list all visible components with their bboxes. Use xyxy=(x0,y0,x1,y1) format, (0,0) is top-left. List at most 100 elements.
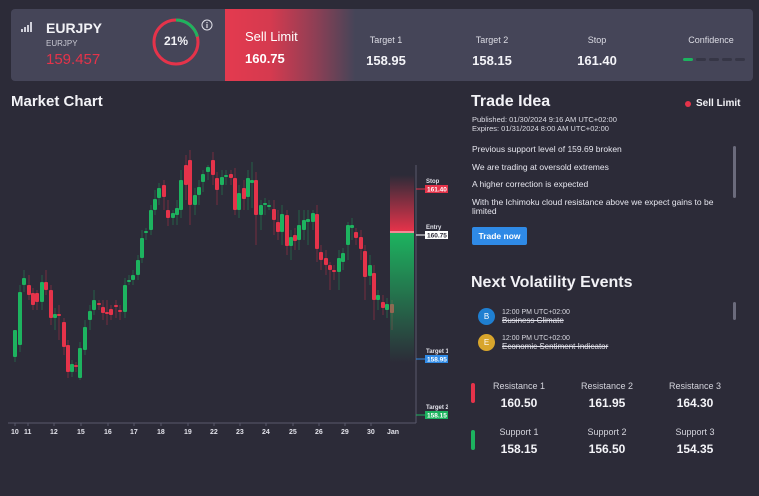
support-2: Support 2 156.50 xyxy=(562,427,652,456)
bearish-candle xyxy=(27,275,31,300)
trade-idea-scrollbar[interactable] xyxy=(733,146,736,198)
bearish-candle xyxy=(44,270,48,295)
metric-value: 161.40 xyxy=(577,53,617,68)
confidence-meter: Confidence xyxy=(671,9,751,81)
x-axis-label: 24 xyxy=(262,429,270,436)
badge-label: Sell Limit xyxy=(696,98,741,109)
bearish-candle xyxy=(293,228,297,250)
bullish-candle xyxy=(127,275,131,285)
bullish-candle xyxy=(179,170,183,218)
bearish-candle xyxy=(184,155,188,200)
x-axis-label: 15 xyxy=(77,429,85,436)
profit-zone xyxy=(390,233,414,363)
x-axis-label: 11 xyxy=(24,429,32,436)
bearish-candle xyxy=(315,205,319,262)
bullish-candle xyxy=(224,170,228,185)
symbol-name: EURJPY xyxy=(46,20,103,36)
bullish-candle xyxy=(149,205,153,235)
resistance-indicator xyxy=(471,383,475,403)
bullish-candle xyxy=(302,210,306,240)
svg-text:158.15: 158.15 xyxy=(427,413,447,420)
bearish-candle xyxy=(233,168,237,215)
symbol-subtitle: EURJPY xyxy=(46,39,78,48)
bullish-candle xyxy=(350,218,354,240)
volatility-event[interactable]: B 12:00 PM UTC+02:00 Business Climate xyxy=(478,308,570,325)
bullish-candle xyxy=(78,342,82,380)
current-price: 159.457 xyxy=(46,51,101,68)
events-scrollbar[interactable] xyxy=(733,302,736,320)
bearish-candle xyxy=(354,228,358,245)
order-type-badge: Sell Limit xyxy=(685,98,740,109)
bullish-candle xyxy=(193,188,197,215)
bullish-candle xyxy=(259,200,263,230)
resistance-1: Resistance 1 160.50 xyxy=(474,381,564,410)
level-value: 154.35 xyxy=(676,442,714,456)
bearish-candle xyxy=(372,265,376,320)
price-tag-entry: Entry 160.75 xyxy=(416,225,448,240)
expires-date: Expires: 01/31/2024 8:00 AM UTC+02:00 xyxy=(472,124,609,133)
x-axis-label: 23 xyxy=(236,429,244,436)
bullish-candle xyxy=(297,210,301,250)
sell-dot-icon xyxy=(685,100,691,107)
bullish-candle xyxy=(22,270,26,292)
bullish-candle xyxy=(250,162,254,208)
bearish-candle xyxy=(97,300,101,310)
x-axis-label: 29 xyxy=(341,429,349,436)
confidence-bar xyxy=(683,58,693,61)
bearish-candle xyxy=(109,305,113,320)
x-axis-label: 18 xyxy=(157,429,165,436)
price-tag-stop: Stop 161.40 xyxy=(416,179,448,194)
bearish-candle xyxy=(285,210,289,255)
trade-idea-title: Trade Idea xyxy=(471,93,551,110)
event-time: 12:00 PM UTC+02:00 xyxy=(502,334,570,342)
volatility-event[interactable]: E 12:00 PM UTC+02:00 Economic Sentiment … xyxy=(478,334,608,351)
bullish-candle xyxy=(140,230,144,263)
level-value: 161.95 xyxy=(588,396,626,410)
info-icon[interactable] xyxy=(201,19,213,31)
bullish-candle xyxy=(206,165,210,180)
bearish-candle xyxy=(319,245,323,270)
svg-text:Stop: Stop xyxy=(426,179,440,185)
trade-idea-points: Previous support level of 159.69 broken … xyxy=(472,144,727,225)
bearish-candle xyxy=(49,285,53,325)
confidence-bars xyxy=(683,58,745,61)
level-value: 158.15 xyxy=(500,442,538,456)
bearish-candle xyxy=(62,318,66,355)
x-axis-label: 22 xyxy=(210,429,218,436)
published-date: Published: 01/30/2024 9:16 AM UTC+02:00 xyxy=(472,115,617,124)
svg-text:160.75: 160.75 xyxy=(427,233,447,240)
trade-now-button[interactable]: Trade now xyxy=(472,227,527,245)
x-axis-label: Jan xyxy=(387,429,399,436)
x-axis-label: 12 xyxy=(50,429,58,436)
level-label: Resistance 3 xyxy=(668,381,722,391)
confidence-label: Confidence xyxy=(688,35,734,45)
bullish-candle xyxy=(92,290,96,315)
event-time: 12:00 PM UTC+02:00 xyxy=(502,308,570,316)
level-label: Resistance 1 xyxy=(492,381,546,391)
bearish-candle xyxy=(381,295,385,315)
resistance-2: Resistance 2 161.95 xyxy=(562,381,652,410)
price-tag-target-2: Target 2 158.15 xyxy=(416,405,448,420)
bullish-candle xyxy=(40,275,44,310)
bearish-candle xyxy=(272,200,276,235)
level-label: Support 3 xyxy=(675,427,715,437)
x-axis-label: 19 xyxy=(184,429,192,436)
bearish-candle xyxy=(229,170,233,185)
bullish-candle xyxy=(153,190,157,215)
entry-price: 160.75 xyxy=(245,51,285,66)
bullish-candle xyxy=(83,320,87,355)
bearish-candle xyxy=(359,230,363,260)
bullish-candle xyxy=(175,200,179,225)
level-value: 160.50 xyxy=(500,396,538,410)
bearish-candle xyxy=(363,245,367,300)
metric-label: Stop xyxy=(587,35,607,45)
metric-label: Target 2 xyxy=(475,35,509,45)
x-axis-label: 10 xyxy=(11,429,19,436)
bearish-candle xyxy=(35,290,39,310)
bearish-candle xyxy=(162,180,166,210)
idea-point: With the Ichimoku cloud resistance above… xyxy=(472,196,714,216)
bullish-candle xyxy=(18,285,22,352)
svg-text:Target 1: Target 1 xyxy=(426,349,448,355)
trade-idea-dates: Published: 01/30/2024 9:16 AM UTC+02:00 … xyxy=(472,115,617,133)
